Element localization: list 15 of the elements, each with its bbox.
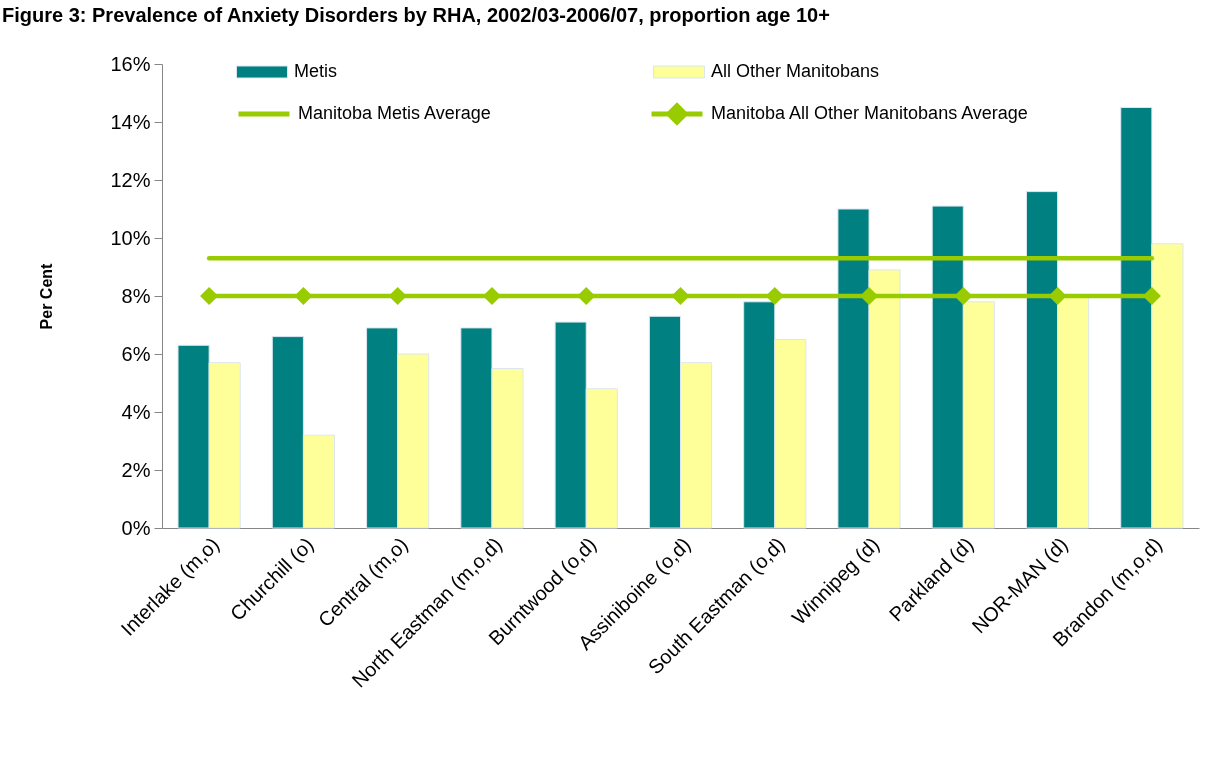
legend-label: Manitoba All Other Manitobans Average (711, 103, 1028, 123)
y-tick-label: 8% (121, 284, 151, 307)
y-axis-title: Per Cent (38, 262, 56, 330)
legend-label: All Other Manitobans (711, 61, 880, 81)
y-tick-label: 12% (110, 168, 151, 191)
y-tick-label: 14% (110, 110, 151, 133)
y-tick-label: 16% (110, 52, 151, 75)
y-tick-label: 2% (121, 458, 151, 481)
legend-label: Metis (294, 61, 338, 81)
y-tick-label: 10% (110, 226, 151, 249)
legend-label: Manitoba Metis Average (298, 103, 491, 123)
chart-title: Figure 3: Prevalence of Anxiety Disorders by RHA, 2002/03-2006/07, proportion age 10+ (2, 4, 830, 26)
y-tick-label: 6% (121, 342, 151, 365)
y-tick-label: 4% (121, 400, 151, 423)
y-tick-label: 0% (121, 516, 151, 539)
